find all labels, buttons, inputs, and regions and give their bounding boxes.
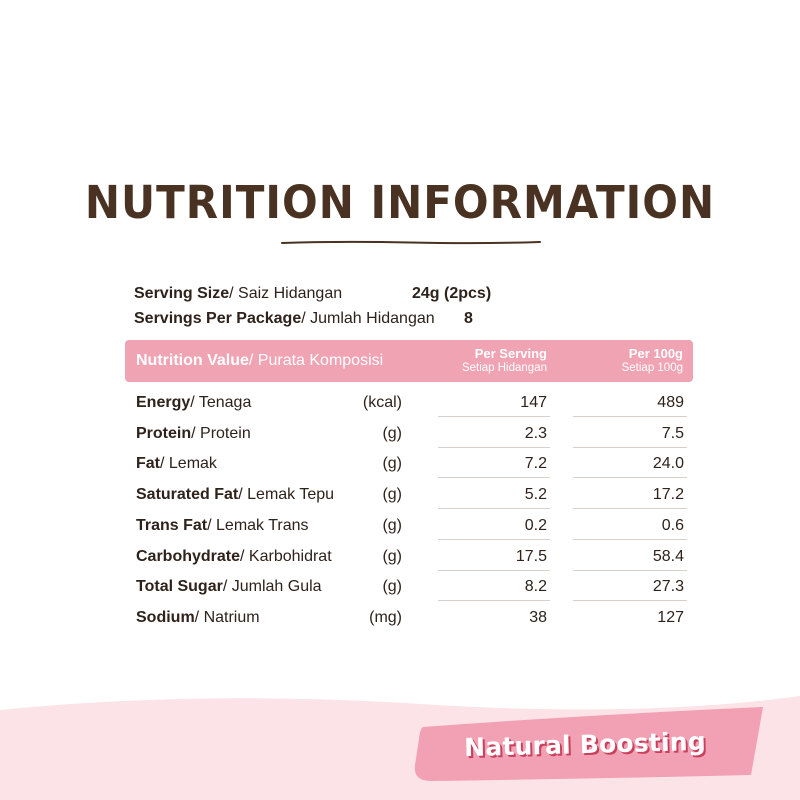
row-divider <box>438 446 550 448</box>
serving-size-label-rest: / Saiz Hidangan <box>229 285 343 302</box>
per-serving-value: 8.2 <box>524 578 547 596</box>
per-serving-value: 5.2 <box>524 486 547 504</box>
table-row: Saturated Fat/ Lemak Tepu (g) 5.2 17.2 <box>0 479 800 510</box>
per-100g-value: 27.3 <box>652 578 684 596</box>
table-header-label-bold: Nutrition Value <box>136 352 249 369</box>
nutrient-unit: (g) <box>382 578 402 596</box>
servings-per-package-label-bold: Servings Per Package <box>134 310 302 327</box>
nutrient-unit: (g) <box>382 424 402 442</box>
per-100g-value: 24.0 <box>652 455 684 473</box>
nutrient-name: Trans Fat/ Lemak Trans <box>136 517 309 535</box>
table-header-label: Nutrition Value/ Purata Komposisi <box>136 352 383 370</box>
row-divider <box>438 538 550 540</box>
nutrient-name-bold: Saturated Fat <box>136 486 239 504</box>
nutrient-name-rest: / Jumlah Gula <box>222 578 322 596</box>
nutrient-name-bold: Carbohydrate <box>136 547 241 565</box>
badge-shape <box>414 707 763 781</box>
row-divider <box>573 508 687 510</box>
table-row: Fat/ Lemak (g) 7.2 24.0 <box>0 448 800 479</box>
nutrient-name-rest: / Protein <box>191 424 251 442</box>
per-serving-value: 147 <box>520 394 547 411</box>
row-divider <box>438 416 550 417</box>
per-100g-value: 489 <box>657 394 684 411</box>
per-100g-value: 127 <box>657 608 684 626</box>
nutrient-unit: (kcal) <box>362 394 402 411</box>
nutrient-name-rest: / Lemak <box>160 455 217 473</box>
row-divider <box>573 446 687 448</box>
per-100g-value: 17.2 <box>652 486 684 504</box>
nutrient-name-rest: / Lemak Tepu <box>238 486 335 504</box>
row-divider <box>438 600 550 602</box>
per-100g-value: 7.5 <box>661 424 684 442</box>
row-divider <box>438 508 550 510</box>
row-divider <box>573 569 687 571</box>
per-serving-value: 7.2 <box>524 455 547 473</box>
nutrient-unit: (mg) <box>369 608 402 626</box>
nutrient-unit: (g) <box>382 516 402 534</box>
nutrient-name-rest: / Tenaga <box>190 394 252 411</box>
nutrient-name: Sodium/ Natrium <box>136 609 260 627</box>
row-divider <box>573 416 687 417</box>
per-100g-value: 58.4 <box>652 547 684 565</box>
per-serving-value: 38 <box>529 608 547 626</box>
table-row: Energy/ Tenaga (kcal) 147 489 <box>0 387 800 417</box>
header-per-serving-sub: Setiap Hidangan <box>461 362 547 374</box>
nutrient-unit: (g) <box>382 547 402 565</box>
header-per-100g-title: Per 100g <box>628 346 683 361</box>
header-per-100g: Per 100g Setiap 100g <box>622 346 683 375</box>
nutrient-name: Protein/ Protein <box>136 425 251 443</box>
table-row: Total Sugar/ Jumlah Gula (g) 8.2 27.3 <box>0 571 800 602</box>
nutrient-name: Carbohydrate/ Karbohidrat <box>136 548 332 566</box>
row-divider <box>438 569 550 571</box>
per-serving-value: 0.2 <box>524 516 547 534</box>
serving-size: Serving Size/ Saiz Hidangan <box>134 285 342 303</box>
row-divider <box>573 538 687 540</box>
servings-per-package: Servings Per Package/ Jumlah Hidangan <box>134 310 435 328</box>
header-per-100g-sub: Setiap 100g <box>621 362 683 374</box>
nutrient-name: Total Sugar/ Jumlah Gula <box>136 578 322 596</box>
table-row: Sodium/ Natrium (mg) 38 127 <box>0 602 800 632</box>
nutrient-name: Energy/ Tenaga <box>136 394 251 412</box>
nutrient-name-bold: Trans Fat <box>136 516 208 534</box>
serving-size-value: 24g (2pcs) <box>412 285 492 302</box>
header-per-serving: Per Serving Setiap Hidangan <box>462 346 547 375</box>
nutrient-unit: (g) <box>382 455 402 473</box>
servings-per-package-label-rest: / Jumlah Hidangan <box>301 310 435 327</box>
per-serving-value: 17.5 <box>515 547 547 565</box>
header-per-serving-title: Per Serving <box>474 346 547 361</box>
per-serving-value: 2.3 <box>524 424 547 442</box>
nutrient-name-bold: Sodium <box>136 608 195 626</box>
table-row: Trans Fat/ Lemak Trans (g) 0.2 0.6 <box>0 510 800 540</box>
table-row: Carbohydrate/ Karbohidrat (g) 17.5 58.4 <box>0 541 800 571</box>
nutrient-name-bold: Fat <box>136 455 160 473</box>
row-divider <box>573 600 687 602</box>
nutrient-name-rest: / Karbohidrat <box>240 547 332 565</box>
servings-per-package-value: 8 <box>464 310 473 327</box>
nutrient-name-bold: Energy <box>136 394 191 411</box>
table-header-label-rest: / Purata Komposisi <box>248 352 384 369</box>
per-100g-value: 0.6 <box>661 516 684 534</box>
row-divider <box>438 477 550 479</box>
nutrient-name-rest: / Lemak Trans <box>207 516 309 534</box>
row-divider <box>573 477 687 479</box>
serving-size-label-bold: Serving Size <box>134 285 230 302</box>
title-underline <box>281 240 541 245</box>
table-header: Nutrition Value/ Purata Komposisi Per Se… <box>125 340 693 382</box>
page-title: NUTRITION INFORMATION <box>84 176 716 229</box>
nutrient-name-bold: Total Sugar <box>136 578 223 596</box>
table-row: Protein/ Protein (g) 2.3 7.5 <box>0 418 800 448</box>
nutrient-name-bold: Protein <box>136 424 192 442</box>
nutrient-name: Saturated Fat/ Lemak Tepu <box>136 486 334 504</box>
nutrient-unit: (g) <box>382 486 402 504</box>
nutrient-name: Fat/ Lemak <box>136 455 217 473</box>
nutrient-name-rest: / Natrium <box>194 608 260 626</box>
